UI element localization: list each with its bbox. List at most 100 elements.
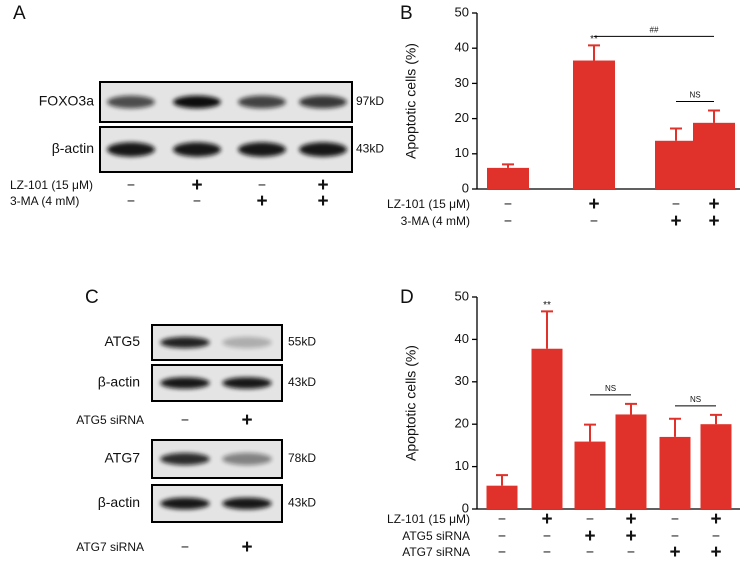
treatment-sign: − xyxy=(498,544,506,560)
blot-band xyxy=(160,377,210,389)
error-bar xyxy=(669,417,681,437)
treatment-sign: − xyxy=(586,511,594,527)
treatment-sign: + xyxy=(588,194,599,215)
y-tick-label: 50 xyxy=(455,4,469,19)
treatment-label: ATG7 siRNA xyxy=(76,540,144,554)
bar xyxy=(615,414,647,509)
y-tick-label: 50 xyxy=(455,288,469,303)
size-label: 43kD xyxy=(288,496,316,510)
treatment-sign: − xyxy=(127,193,135,209)
size-label: 43kD xyxy=(288,375,316,389)
bar xyxy=(573,60,615,189)
treatment-sign: + xyxy=(710,509,721,530)
bar xyxy=(486,485,518,509)
treatment-sign: + xyxy=(625,526,636,547)
treatment-sign: − xyxy=(590,213,598,229)
blot-band xyxy=(222,336,272,349)
significance-marker: ** xyxy=(543,300,551,311)
treatment-sign: + xyxy=(625,509,636,530)
bracket-label: NS xyxy=(689,91,700,100)
blot-band xyxy=(173,95,221,109)
treatment-sign: + xyxy=(241,537,252,558)
treatment-sign: + xyxy=(669,542,680,561)
bar xyxy=(693,122,735,189)
y-axis-title: Apoptotic cells (%) xyxy=(403,345,419,461)
y-tick-label: 0 xyxy=(462,180,469,195)
bar xyxy=(487,167,529,189)
error-bar xyxy=(541,310,553,349)
treatment-sign: + xyxy=(708,194,719,215)
treatment-sign: − xyxy=(543,544,551,560)
bracket-label: NS xyxy=(690,395,701,404)
error-bar xyxy=(588,44,600,61)
significance-marker: ** xyxy=(590,34,598,45)
blot-band xyxy=(160,497,210,510)
treatment-sign: − xyxy=(586,544,594,560)
treatment-sign: + xyxy=(670,211,681,232)
bar xyxy=(659,436,691,509)
y-tick-label: 20 xyxy=(455,416,469,431)
blot-band xyxy=(107,142,155,157)
bar xyxy=(655,140,697,189)
treatment-label: 3-MA (4 mM) xyxy=(401,214,470,228)
blot-band xyxy=(222,452,272,466)
size-label: 78kD xyxy=(288,451,316,465)
treatment-sign: − xyxy=(258,177,266,193)
protein-label: β-actin xyxy=(98,494,140,510)
treatment-sign: + xyxy=(191,175,202,196)
y-tick-label: 10 xyxy=(455,458,469,473)
treatment-sign: − xyxy=(498,511,506,527)
treatment-sign: + xyxy=(317,175,328,196)
treatment-sign: + xyxy=(317,191,328,212)
y-tick-label: 20 xyxy=(455,110,469,125)
error-bar xyxy=(710,413,722,425)
y-tick-label: 40 xyxy=(455,331,469,346)
treatment-sign: + xyxy=(256,191,267,212)
treatment-sign: − xyxy=(127,177,135,193)
treatment-sign: − xyxy=(504,213,512,229)
treatment-sign: + xyxy=(708,211,719,232)
treatment-sign: + xyxy=(541,509,552,530)
treatment-sign: − xyxy=(712,528,720,544)
blot-band xyxy=(222,377,272,389)
blot-band xyxy=(222,497,272,510)
treatment-sign: − xyxy=(181,539,189,555)
treatment-label: LZ-101 (15 μM) xyxy=(387,197,470,211)
y-tick-label: 10 xyxy=(455,145,469,160)
protein-label: β-actin xyxy=(52,140,94,156)
error-bar xyxy=(502,163,514,168)
panel-label: C xyxy=(85,287,99,308)
protein-label: FOXO3a xyxy=(39,93,94,109)
panel-label: B xyxy=(400,3,413,24)
blot-band xyxy=(238,142,286,157)
panel-label: D xyxy=(400,287,414,308)
treatment-sign: − xyxy=(504,196,512,212)
treatment-label: LZ-101 (15 μM) xyxy=(10,178,93,192)
treatment-sign: + xyxy=(710,542,721,561)
size-label: 97kD xyxy=(356,94,384,108)
protein-label: β-actin xyxy=(98,374,140,390)
bar xyxy=(574,441,606,509)
protein-label: ATG5 xyxy=(104,333,140,349)
y-tick-label: 30 xyxy=(455,75,469,90)
treatment-sign: − xyxy=(498,528,506,544)
blot-band xyxy=(107,95,155,109)
bracket-label: ## xyxy=(650,25,659,34)
size-label: 43kD xyxy=(356,142,384,156)
size-label: 55kD xyxy=(288,335,316,349)
blot-band xyxy=(299,142,347,157)
y-tick-label: 40 xyxy=(455,40,469,55)
treatment-label: ATG7 siRNA xyxy=(402,545,470,559)
treatment-sign: − xyxy=(672,196,680,212)
treatment-sign: − xyxy=(193,193,201,209)
blot-band xyxy=(238,95,286,109)
treatment-sign: − xyxy=(181,412,189,428)
blot-band xyxy=(173,142,221,157)
treatment-sign: + xyxy=(241,410,252,431)
bar xyxy=(531,348,563,509)
error-bar xyxy=(670,127,682,141)
error-bar xyxy=(584,423,596,442)
treatment-label: ATG5 siRNA xyxy=(402,529,470,543)
y-axis-title: Apoptotic cells (%) xyxy=(403,43,419,159)
error-bar xyxy=(708,109,720,123)
